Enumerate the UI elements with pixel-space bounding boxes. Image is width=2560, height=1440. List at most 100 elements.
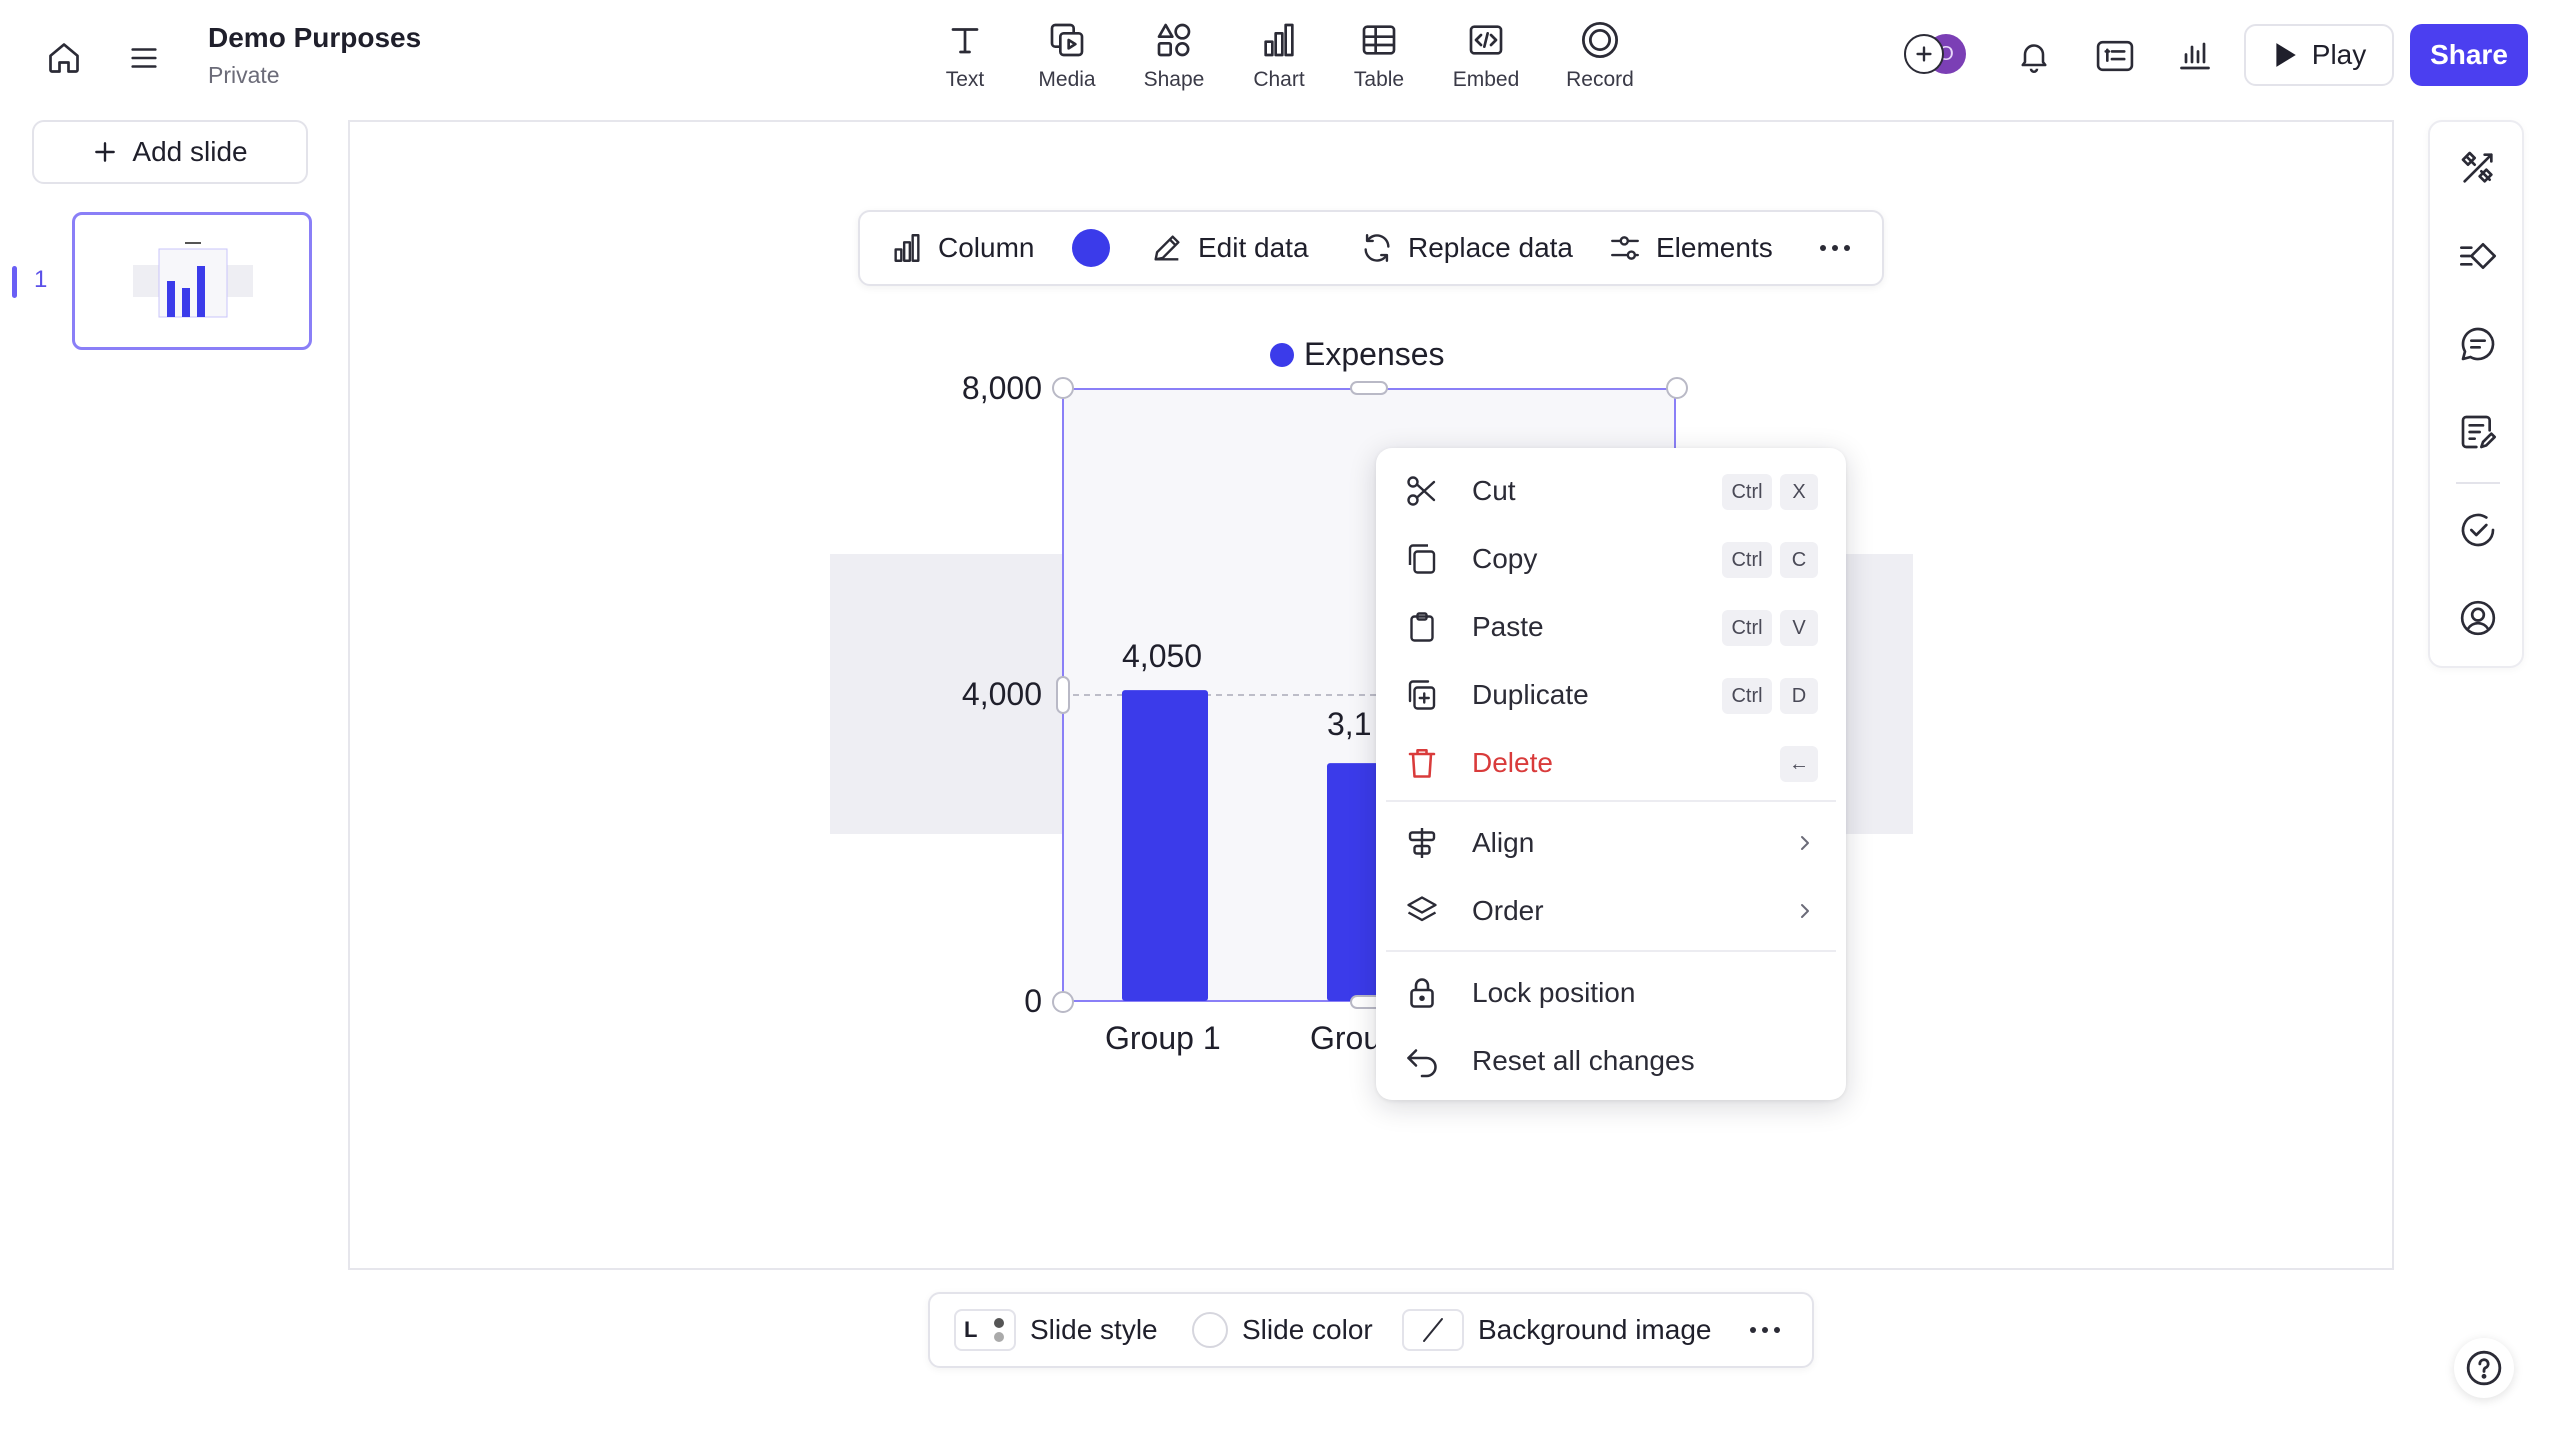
embed-tool-label: Embed — [1452, 68, 1520, 91]
replace-data-button[interactable]: Replace data — [1360, 212, 1573, 284]
rail-divider — [2456, 482, 2500, 484]
shape-tool-button[interactable]: Shape — [1124, 18, 1224, 98]
elements-label: Elements — [1656, 232, 1773, 263]
resize-handle-top-left[interactable] — [1052, 377, 1074, 399]
slide-settings-bar: L Slide style Slide color Background ima… — [928, 1292, 1814, 1368]
slide-number: 1 — [34, 266, 48, 293]
checklist-icon[interactable] — [2456, 508, 2500, 552]
resize-handle-top-right[interactable] — [1666, 377, 1688, 399]
interactivity-icon[interactable] — [2456, 234, 2500, 278]
quiz-icon[interactable] — [2092, 34, 2138, 78]
menu-item-align[interactable]: Align — [1376, 810, 1846, 876]
chart-toolbar: Column Edit data Replace data Elements — [858, 210, 1884, 286]
slide-color-button[interactable]: Slide color — [1192, 1294, 1373, 1366]
chart-legend[interactable]: Expenses — [1270, 336, 1445, 373]
invite-plus-icon[interactable] — [1904, 34, 1944, 74]
menu-divider — [1386, 950, 1836, 952]
slide-style-chip: L — [954, 1309, 1016, 1351]
clipboard-icon — [1404, 609, 1440, 645]
y-tick-label: 4,000 — [961, 676, 1042, 712]
menu-item-label: Order — [1472, 895, 1544, 926]
menu-item-paste[interactable]: Paste Ctrl V — [1376, 594, 1846, 660]
x-tick-label: Group 1 — [1105, 1020, 1221, 1056]
chart-tool-button[interactable]: Chart — [1229, 18, 1329, 98]
menu-item-lock-position[interactable]: Lock position — [1376, 960, 1846, 1026]
chart-icon — [1259, 18, 1299, 62]
text-tool-button[interactable]: Text — [915, 18, 1015, 98]
shortcut-key: C — [1780, 542, 1818, 578]
document-title[interactable]: Demo Purposes — [208, 22, 422, 53]
y-tick-label: 8,000 — [961, 370, 1042, 406]
help-icon[interactable] — [2454, 1338, 2514, 1398]
table-tool-button[interactable]: Table — [1329, 18, 1429, 98]
slide-thumbnail[interactable] — [72, 212, 312, 350]
resize-handle-bottom-left[interactable] — [1052, 991, 1074, 1013]
home-icon[interactable] — [40, 34, 88, 82]
series-color-button[interactable] — [1072, 212, 1110, 284]
notes-icon[interactable] — [2456, 410, 2500, 454]
menu-item-delete[interactable]: Delete ← — [1376, 730, 1846, 796]
more-options-icon[interactable] — [1818, 212, 1852, 284]
sliders-icon — [1608, 231, 1642, 265]
shortcut-key: Ctrl — [1722, 474, 1772, 510]
context-menu: Cut Ctrl X Copy Ctrl C Paste Ctrl V Dupl… — [1376, 448, 1846, 1100]
more-options-icon[interactable] — [1748, 1294, 1782, 1366]
menu-item-label: Cut — [1472, 475, 1516, 506]
design-tools-icon[interactable] — [2456, 146, 2500, 190]
edit-data-button[interactable]: Edit data — [1150, 212, 1309, 284]
profile-icon[interactable] — [2456, 596, 2500, 640]
data-label: 4,050 — [1122, 638, 1203, 674]
share-button[interactable]: Share — [2410, 24, 2528, 86]
menu-item-copy[interactable]: Copy Ctrl C — [1376, 526, 1846, 592]
refresh-icon — [1360, 231, 1394, 265]
results-icon[interactable] — [2172, 34, 2218, 78]
y-tick-label: 0 — [1024, 983, 1042, 1019]
play-label: Play — [2311, 39, 2367, 70]
chart-type-label: Column — [938, 232, 1035, 263]
embed-tool-button[interactable]: Embed — [1436, 18, 1536, 98]
table-tool-label: Table — [1353, 68, 1405, 91]
table-icon — [1359, 18, 1399, 62]
slide-style-button[interactable]: L Slide style — [954, 1294, 1158, 1366]
record-tool-label: Record — [1566, 68, 1634, 91]
x-tick-label: Grou — [1310, 1020, 1382, 1056]
bell-icon[interactable] — [2012, 34, 2056, 78]
toggle-dots-icon — [992, 1315, 1006, 1345]
background-image-button[interactable]: Background image — [1402, 1294, 1711, 1366]
play-button[interactable]: Play — [2244, 24, 2394, 86]
shape-icon — [1154, 18, 1194, 62]
menu-item-order[interactable]: Order — [1376, 878, 1846, 944]
menu-item-label: Lock position — [1472, 977, 1636, 1008]
duplicate-icon — [1404, 677, 1440, 713]
record-tool-button[interactable]: Record — [1550, 18, 1650, 98]
menu-icon[interactable] — [120, 34, 168, 82]
media-tool-label: Media — [1038, 68, 1096, 91]
series-color-swatch — [1072, 229, 1110, 267]
menu-item-label: Paste — [1472, 611, 1544, 642]
shortcut-key: D — [1780, 678, 1818, 714]
comments-icon[interactable] — [2456, 322, 2500, 366]
data-label: 3,1 — [1327, 706, 1372, 742]
menu-item-duplicate[interactable]: Duplicate Ctrl D — [1376, 662, 1846, 728]
undo-icon — [1404, 1043, 1440, 1079]
pencil-icon — [1150, 231, 1184, 265]
chevron-right-icon — [1796, 833, 1814, 853]
right-rail — [2428, 120, 2524, 668]
record-icon — [1579, 18, 1621, 62]
align-icon — [1404, 825, 1440, 861]
menu-item-cut[interactable]: Cut Ctrl X — [1376, 458, 1846, 524]
copy-icon — [1404, 541, 1440, 577]
active-slide-indicator — [12, 266, 17, 298]
slide-color-swatch — [1192, 1312, 1228, 1348]
menu-item-reset-all-changes[interactable]: Reset all changes — [1376, 1028, 1846, 1094]
resize-handle-top[interactable] — [1350, 381, 1388, 395]
chart-type-button[interactable]: Column — [890, 212, 1034, 284]
elements-button[interactable]: Elements — [1608, 212, 1773, 284]
menu-item-label: Copy — [1472, 543, 1538, 574]
add-slide-button[interactable]: Add slide — [32, 120, 308, 184]
media-icon — [1047, 18, 1087, 62]
resize-handle-left[interactable] — [1056, 676, 1070, 714]
background-image-chip — [1402, 1309, 1464, 1351]
media-tool-button[interactable]: Media — [1017, 18, 1117, 98]
bar-1[interactable] — [1122, 690, 1208, 1001]
